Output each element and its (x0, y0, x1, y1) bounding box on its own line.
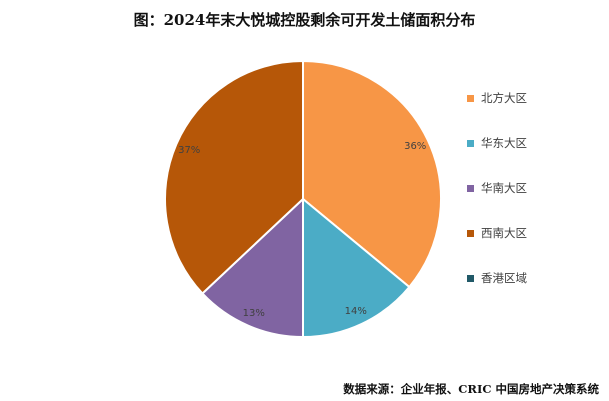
legend-swatch (467, 230, 474, 237)
legend-item: 北方大区 (467, 90, 597, 135)
legend-swatch (467, 185, 474, 192)
pie-slices (164, 59, 442, 339)
pie-value-labels: 36% 14% 13% 37% (178, 141, 426, 319)
legend-label: 西南大区 (481, 226, 527, 240)
legend-item: 西南大区 (467, 225, 597, 270)
legend-label: 北方大区 (481, 91, 527, 105)
chart-title: 图：2024年末大悦城控股剩余可开发土储面积分布 (133, 11, 476, 29)
legend-item: 香港区域 (467, 270, 597, 315)
slice-value-label: 13% (243, 308, 265, 319)
slice-value-label: 36% (404, 141, 426, 152)
slice-value-label: 14% (345, 306, 367, 317)
legend-label: 华南大区 (481, 181, 527, 195)
legend-swatch (467, 140, 474, 147)
legend-swatch (467, 95, 474, 102)
slice-value-label: 37% (178, 145, 200, 156)
pie-slice-1 (302, 59, 442, 289)
pie-slice-3 (200, 196, 304, 339)
legend-item: 华南大区 (467, 180, 597, 225)
source-note: 数据来源：企业年报、CRIC 中国房地产决策系统 (343, 382, 599, 396)
legend-label: 华东大区 (481, 136, 527, 150)
pie-slice-4 (164, 59, 304, 295)
legend-label: 香港区域 (481, 271, 527, 285)
legend-item: 华东大区 (467, 135, 597, 180)
legend-swatch (467, 275, 474, 282)
pie-slice-2 (302, 196, 411, 339)
legend: 北方大区华东大区华南大区西南大区香港区域 (467, 90, 597, 315)
